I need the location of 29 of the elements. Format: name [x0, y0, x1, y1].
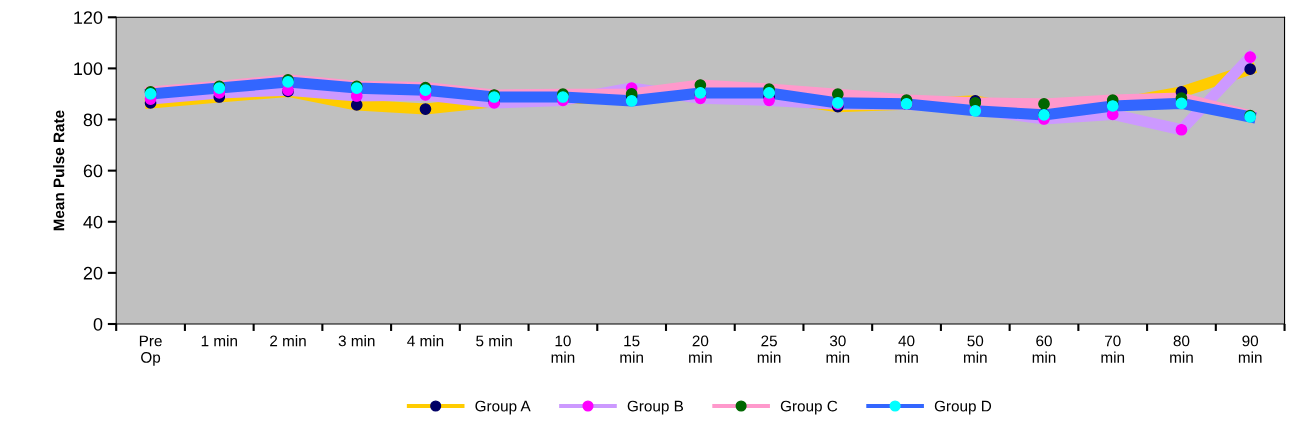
- legend-label: Group D: [934, 400, 992, 415]
- x-tick-label: 40 min: [895, 335, 918, 363]
- x-tick-label: 20 min: [689, 335, 712, 363]
- x-tick-label: 60 min: [1032, 335, 1056, 363]
- y-tick-label: 20: [83, 266, 103, 280]
- x-tick-label: 70 min: [1101, 335, 1125, 363]
- x-tick-label: 30 min: [826, 335, 850, 363]
- x-tick-label: 1 min: [201, 335, 237, 347]
- y-tick-label: 60: [83, 164, 103, 178]
- legend-label: Group A: [475, 400, 531, 415]
- legend-label: Group C: [780, 400, 838, 415]
- x-tick-label: 15 min: [620, 335, 643, 363]
- y-tick-label: 100: [74, 62, 103, 76]
- y-tick-label: 0: [93, 317, 103, 331]
- x-tick-label: 4 min: [407, 335, 444, 347]
- x-tick-label: 10 min: [551, 335, 575, 363]
- x-tick-label: 5 min: [476, 335, 512, 347]
- legend-label: Group B: [627, 400, 684, 415]
- y-tick-label: 80: [83, 113, 103, 127]
- x-tick-label: 90 min: [1238, 335, 1262, 363]
- y-tick-label: 40: [83, 215, 103, 229]
- x-tick-label: 80 min: [1170, 335, 1193, 363]
- y-tick-label: 120: [74, 11, 103, 24]
- x-tick-label: 50 min: [963, 335, 987, 363]
- x-tick-label: 3 min: [338, 335, 375, 347]
- x-tick-label: 2 min: [270, 335, 306, 347]
- x-tick-label: 25 min: [757, 335, 781, 363]
- x-tick-label: Pre Op: [139, 335, 162, 366]
- y-axis-title: Mean Pulse Rate: [53, 110, 65, 231]
